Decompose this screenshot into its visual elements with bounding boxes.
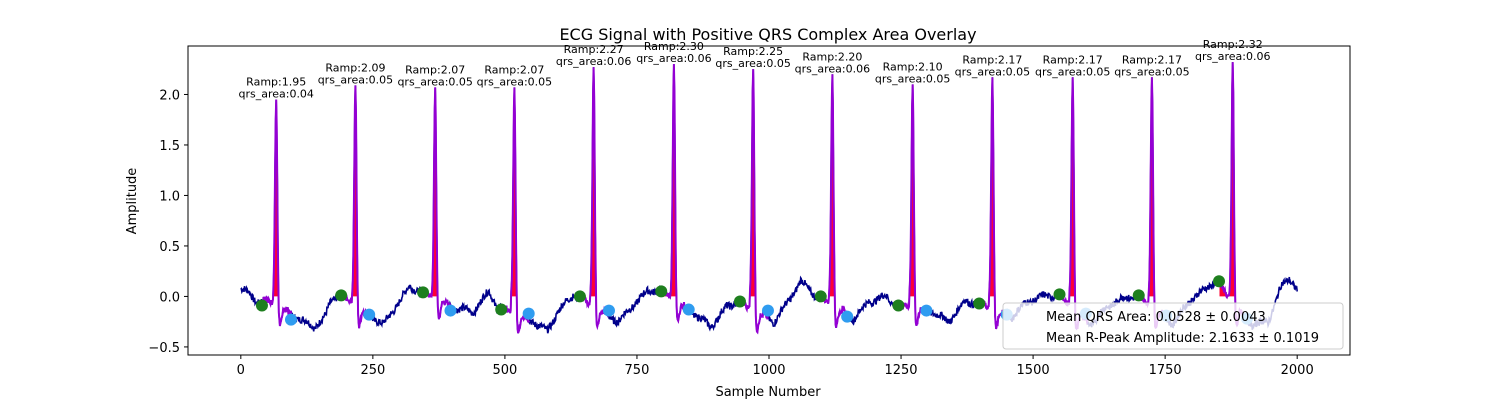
s-point [522, 307, 535, 320]
peak-ramp-label: Ramp:2.07 [484, 63, 544, 76]
peak-annotations: Ramp:1.95qrs_area:0.04Ramp:2.09qrs_area:… [238, 38, 1270, 100]
x-tick-label: 1250 [884, 363, 917, 378]
peak-ramp-label: Ramp:1.95 [246, 76, 306, 89]
x-tick-label: 1000 [752, 363, 785, 378]
peak-qrs-area-label: qrs_area:0.05 [875, 72, 950, 85]
q-point [255, 299, 268, 312]
peak-qrs-area-label: qrs_area:0.06 [636, 52, 711, 65]
q-point [892, 299, 905, 312]
peak-qrs-area-label: qrs_area:0.05 [1114, 65, 1189, 78]
legend-entry-qrs-area: Mean QRS Area: 0.0528 ± 0.0043 [1046, 310, 1266, 325]
peak-ramp-label: Ramp:2.27 [564, 43, 624, 56]
peak-ramp-label: Ramp:2.09 [325, 61, 385, 74]
peak-qrs-area-label: qrs_area:0.05 [397, 75, 472, 88]
q-point [655, 285, 668, 298]
q-point [335, 289, 348, 302]
peak-qrs-area-label: qrs_area:0.06 [1195, 50, 1270, 63]
plot-area [240, 62, 1298, 335]
peak-ramp-label: Ramp:2.17 [962, 53, 1022, 66]
s-point [682, 303, 695, 316]
q-point [417, 286, 430, 299]
x-tick-label: 250 [360, 363, 385, 378]
peak-qrs-area-label: qrs_area:0.06 [556, 55, 631, 68]
peak-qrs-area-label: qrs_area:0.05 [477, 75, 552, 88]
y-axis-label: Amplitude [125, 168, 140, 235]
chart-title: ECG Signal with Positive QRS Complex Are… [559, 25, 976, 44]
qrs-segment-line [262, 99, 292, 327]
y-tick-label: 1.0 [159, 189, 180, 204]
s-point [761, 304, 774, 317]
s-point [284, 313, 297, 326]
y-tick-label: −0.5 [148, 341, 180, 356]
x-tick-label: 500 [492, 363, 517, 378]
q-point [1132, 289, 1145, 302]
x-axis-ticks: 0 250 500 750 1000 1250 1500 1750 2000 [237, 355, 1314, 378]
s-point [602, 304, 615, 317]
peak-qrs-area-label: qrs_area:0.05 [955, 65, 1030, 78]
y-axis-ticks: −0.5 0.0 0.5 1.0 1.5 2.0 [148, 88, 188, 356]
q-point [1053, 288, 1066, 301]
x-tick-label: 750 [625, 363, 650, 378]
q-point [495, 303, 508, 316]
y-tick-label: 2.0 [159, 88, 180, 103]
peak-ramp-label: Ramp:2.17 [1122, 53, 1182, 66]
legend: Mean QRS Area: 0.0528 ± 0.0043 Mean R-Pe… [1002, 302, 1344, 350]
x-tick-label: 1500 [1017, 363, 1050, 378]
q-point [573, 290, 586, 303]
x-tick-label: 2000 [1281, 363, 1314, 378]
peak-ramp-label: Ramp:2.07 [405, 63, 465, 76]
q-point [814, 290, 827, 303]
s-point [841, 310, 854, 323]
peak-qrs-area-label: qrs_area:0.05 [318, 73, 393, 86]
legend-entry-r-peak: Mean R-Peak Amplitude: 2.1633 ± 0.1019 [1046, 331, 1319, 346]
peak-qrs-area-label: qrs_area:0.04 [238, 88, 313, 101]
s-point [920, 304, 933, 317]
x-tick-label: 1750 [1149, 363, 1182, 378]
s-point [444, 304, 457, 317]
q-point [1213, 275, 1226, 288]
peak-ramp-label: Ramp:2.10 [883, 60, 943, 73]
peak-qrs-area-label: qrs_area:0.05 [715, 57, 790, 70]
peak-ramp-label: Ramp:2.25 [723, 45, 783, 58]
q-point [973, 297, 986, 310]
y-tick-label: 0.5 [159, 240, 180, 255]
y-tick-label: 0.0 [159, 290, 180, 305]
peak-qrs-area-label: qrs_area:0.06 [795, 62, 870, 75]
peak-qrs-area-label: qrs_area:0.05 [1035, 65, 1110, 78]
peak-ramp-label: Ramp:2.17 [1043, 53, 1103, 66]
peak-ramp-label: Ramp:2.30 [644, 40, 704, 53]
q-point [733, 295, 746, 308]
legend-box [1002, 302, 1344, 350]
peak-ramp-label: Ramp:2.20 [802, 50, 862, 63]
peak-ramp-label: Ramp:2.32 [1203, 38, 1263, 51]
x-tick-label: 0 [237, 363, 245, 378]
y-tick-label: 1.5 [159, 139, 180, 154]
x-axis-label: Sample Number [715, 385, 821, 400]
s-point [363, 308, 376, 321]
